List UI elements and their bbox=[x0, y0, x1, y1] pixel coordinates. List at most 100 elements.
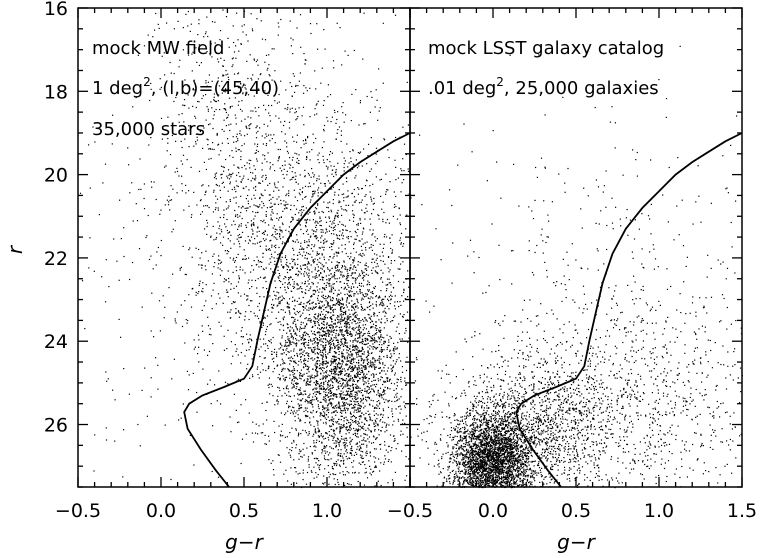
scatter-point bbox=[349, 347, 351, 350]
scatter-point bbox=[340, 274, 342, 276]
scatter-point bbox=[305, 393, 307, 395]
scatter-point bbox=[339, 230, 341, 232]
scatter-point bbox=[213, 282, 215, 284]
scatter-point bbox=[329, 473, 331, 476]
scatter-point bbox=[342, 388, 344, 390]
scatter-point bbox=[354, 376, 356, 378]
scatter-point bbox=[356, 386, 358, 388]
scatter-point bbox=[322, 353, 324, 355]
scatter-point bbox=[194, 346, 196, 348]
scatter-point bbox=[279, 167, 281, 169]
scatter-point bbox=[368, 370, 370, 373]
scatter-point bbox=[330, 331, 332, 333]
scatter-point bbox=[353, 248, 355, 250]
scatter-point bbox=[232, 172, 234, 174]
scatter-point bbox=[345, 342, 347, 344]
scatter-point bbox=[368, 397, 370, 399]
scatter-point bbox=[290, 333, 292, 335]
scatter-point bbox=[277, 386, 279, 388]
scatter-point bbox=[349, 333, 351, 335]
scatter-point bbox=[268, 435, 270, 437]
scatter-point bbox=[289, 395, 292, 398]
scatter-point bbox=[336, 235, 338, 237]
scatter-point bbox=[365, 207, 367, 209]
scatter-point bbox=[384, 139, 386, 141]
scatter-point bbox=[303, 338, 305, 340]
scatter-point bbox=[327, 382, 329, 384]
scatter-point bbox=[322, 155, 324, 157]
scatter-point bbox=[378, 311, 380, 314]
scatter-point bbox=[382, 220, 384, 223]
scatter-point bbox=[383, 390, 385, 392]
scatter-point bbox=[322, 334, 324, 336]
scatter-point bbox=[356, 453, 358, 455]
scatter-point bbox=[384, 295, 386, 297]
scatter-point bbox=[383, 380, 385, 382]
scatter-point bbox=[387, 401, 389, 403]
scatter-point bbox=[293, 287, 295, 289]
scatter-point bbox=[377, 380, 380, 382]
scatter-point bbox=[344, 244, 346, 246]
scatter-point bbox=[371, 291, 374, 293]
scatter-point bbox=[325, 275, 327, 277]
scatter-point bbox=[327, 303, 329, 305]
scatter-point bbox=[304, 338, 307, 340]
scatter-point bbox=[337, 318, 339, 321]
scatter-point bbox=[406, 214, 408, 216]
scatter-point bbox=[346, 320, 348, 323]
scatter-point bbox=[342, 401, 344, 403]
scatter-point bbox=[305, 292, 307, 295]
scatter-point bbox=[366, 377, 368, 379]
scatter-point bbox=[381, 299, 383, 301]
scatter-point bbox=[326, 324, 328, 326]
scatter-point bbox=[273, 245, 275, 247]
scatter-point bbox=[349, 219, 351, 221]
scatter-point bbox=[346, 375, 348, 377]
scatter-point bbox=[298, 192, 300, 194]
scatter-point bbox=[347, 204, 350, 206]
scatter-point bbox=[375, 348, 377, 350]
scatter-point bbox=[319, 386, 321, 388]
scatter-point bbox=[315, 388, 317, 390]
scatter-point bbox=[212, 255, 214, 257]
scatter-point bbox=[331, 340, 333, 342]
scatter-point bbox=[354, 177, 356, 179]
scatter-point bbox=[347, 315, 349, 317]
scatter-point bbox=[334, 374, 336, 376]
scatter-point bbox=[313, 351, 315, 353]
scatter-point bbox=[344, 446, 346, 448]
scatter-point bbox=[311, 256, 313, 258]
scatter-point bbox=[357, 228, 359, 230]
scatter-point bbox=[282, 348, 284, 351]
scatter-point bbox=[268, 383, 270, 385]
scatter-point bbox=[297, 383, 299, 385]
scatter-point bbox=[201, 290, 203, 292]
scatter-point bbox=[377, 390, 379, 392]
scatter-point bbox=[402, 315, 404, 317]
scatter-point bbox=[331, 378, 333, 380]
scatter-point bbox=[289, 284, 291, 286]
scatter-point bbox=[349, 413, 352, 415]
scatter-point bbox=[205, 250, 207, 252]
scatter-point bbox=[332, 257, 334, 259]
scatter-point bbox=[328, 332, 330, 334]
scatter-point bbox=[373, 414, 375, 416]
scatter-point bbox=[337, 265, 339, 267]
scatter-point bbox=[321, 147, 323, 149]
scatter-point bbox=[306, 378, 308, 380]
scatter-point bbox=[295, 343, 297, 345]
scatter-point bbox=[389, 269, 391, 271]
scatter-point bbox=[372, 442, 375, 444]
scatter-point bbox=[344, 225, 346, 227]
scatter-point bbox=[341, 351, 343, 353]
scatter-point bbox=[354, 312, 356, 314]
scatter-point bbox=[380, 393, 382, 396]
scatter-point bbox=[319, 300, 321, 302]
scatter-point bbox=[334, 278, 336, 280]
scatter-point bbox=[339, 405, 341, 407]
scatter-point bbox=[337, 406, 339, 408]
scatter-point bbox=[361, 270, 363, 272]
scatter-point bbox=[340, 338, 342, 340]
scatter-point bbox=[314, 190, 316, 192]
scatter-point bbox=[159, 78, 161, 80]
